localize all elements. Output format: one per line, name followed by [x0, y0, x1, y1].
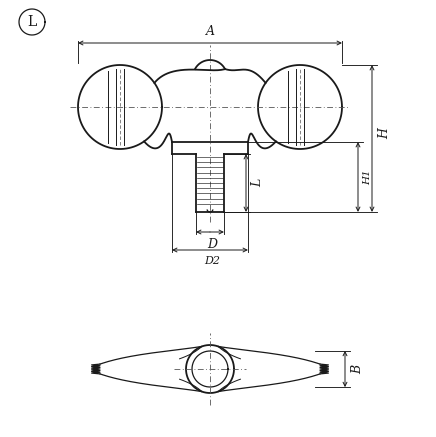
Text: D2: D2	[204, 256, 220, 266]
Text: L: L	[251, 179, 264, 187]
Text: H: H	[378, 128, 391, 139]
Text: L: L	[27, 15, 37, 29]
Text: H1: H1	[363, 169, 372, 185]
Text: B: B	[351, 364, 364, 374]
Text: D: D	[207, 238, 217, 251]
Text: A: A	[205, 25, 215, 38]
